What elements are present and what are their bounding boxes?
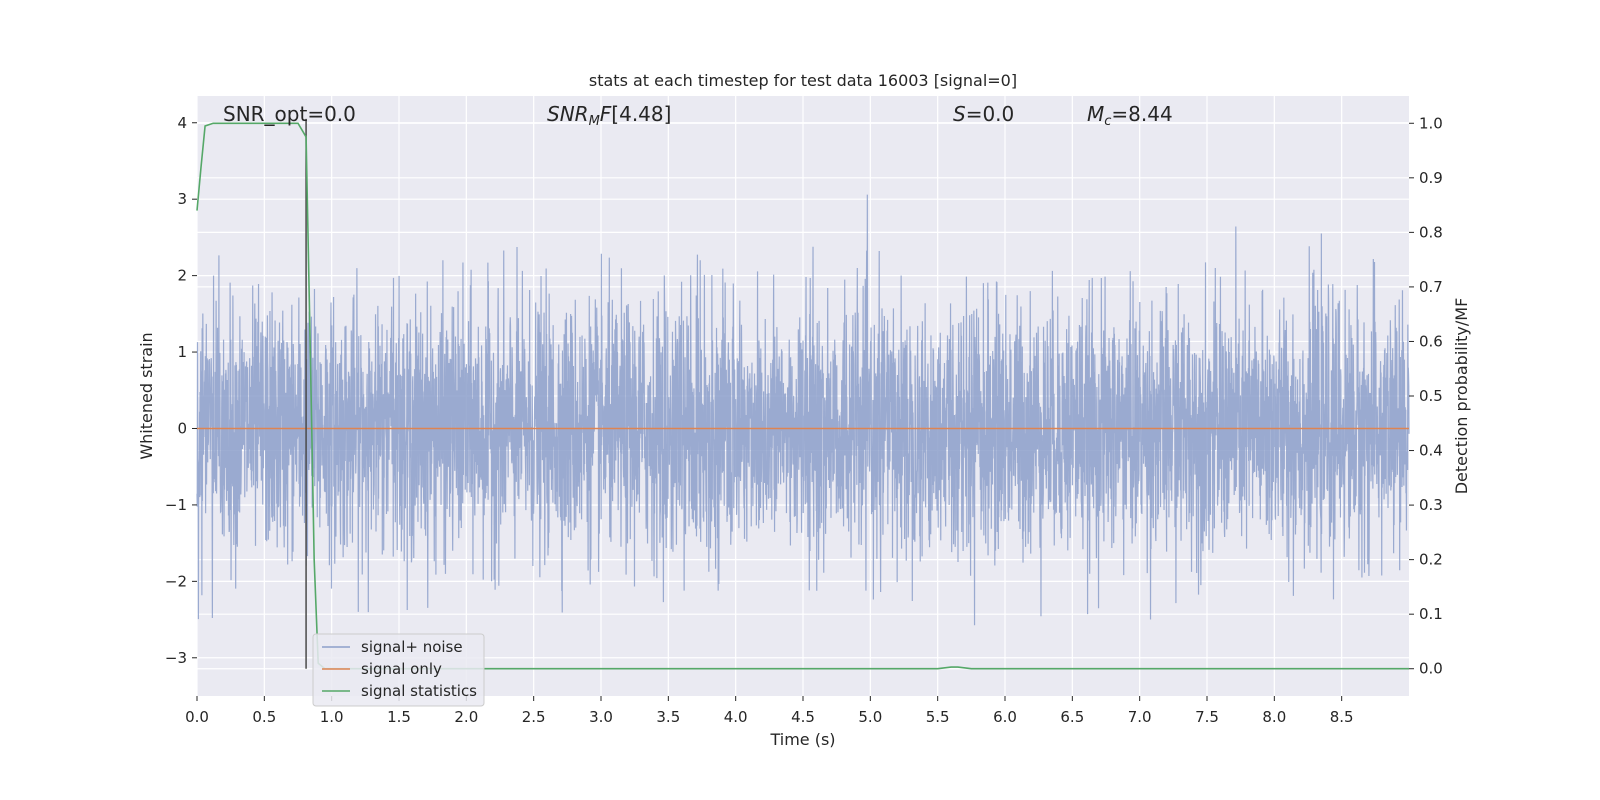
right-y-axis-label: Detection probability/MF xyxy=(1452,298,1471,495)
left-y-tick-label: −3 xyxy=(165,649,187,667)
right-y-tick-label: 0.5 xyxy=(1419,387,1443,405)
x-tick-label: 8.0 xyxy=(1262,708,1286,726)
x-tick-label: 7.5 xyxy=(1195,708,1219,726)
x-tick-label: 5.5 xyxy=(926,708,950,726)
x-axis-ticks: 0.0 0.5 1.0 1.5 2.0 2.5 3.0 3.5 4.0 4.5 5.0 5.5 6.0 6… xyxy=(185,696,1354,726)
x-tick-label: 3.5 xyxy=(656,708,680,726)
snr-opt-annotation: SNR_opt=0.0 xyxy=(223,102,356,126)
right-y-tick-label: 0.9 xyxy=(1419,169,1443,187)
mc-value: =8.44 xyxy=(1111,102,1172,126)
right-y-tick-label: 0.6 xyxy=(1419,332,1443,350)
legend: signal+ noise signal only signal statist… xyxy=(312,633,485,707)
signal-noise-series xyxy=(196,194,1410,626)
x-tick-label: 1.5 xyxy=(387,708,411,726)
left-y-axis-label: Whitened strain xyxy=(137,332,156,459)
x-tick-label: 2.5 xyxy=(522,708,546,726)
left-y-tick-label: −1 xyxy=(165,496,187,514)
mc-annotation: Mc=8.44 xyxy=(1087,102,1173,129)
x-tick-label: 1.0 xyxy=(320,708,344,726)
legend-entry-signal-noise: signal+ noise xyxy=(361,638,463,656)
left-y-tick-label: 4 xyxy=(177,114,187,132)
x-tick-label: 8.5 xyxy=(1330,708,1354,726)
x-tick-label: 6.0 xyxy=(993,708,1017,726)
x-tick-label: 0.0 xyxy=(185,708,209,726)
x-tick-label: 2.0 xyxy=(454,708,478,726)
s-value: =0.0 xyxy=(966,102,1015,126)
right-y-tick-label: 0.0 xyxy=(1419,660,1443,678)
s-annotation: S=0.0 xyxy=(953,102,1014,126)
left-y-tick-label: 0 xyxy=(177,419,187,437)
left-y-tick-label: 2 xyxy=(177,267,187,285)
legend-entry-signal-statistics: signal statistics xyxy=(361,682,477,700)
x-tick-label: 5.0 xyxy=(858,708,882,726)
left-y-tick-label: 1 xyxy=(177,343,187,361)
right-y-tick-label: 0.4 xyxy=(1419,442,1443,460)
legend-entry-signal-only: signal only xyxy=(361,660,442,678)
x-tick-label: 4.0 xyxy=(724,708,748,726)
right-y-tick-label: 0.3 xyxy=(1419,496,1443,514)
left-y-tick-label: 3 xyxy=(177,190,187,208)
x-tick-label: 4.5 xyxy=(791,708,815,726)
x-tick-label: 0.5 xyxy=(252,708,276,726)
left-y-tick-label: −2 xyxy=(165,572,187,590)
snr-mf-value: [4.48] xyxy=(611,102,671,126)
right-y-tick-label: 0.8 xyxy=(1419,223,1443,241)
right-y-tick-label: 0.1 xyxy=(1419,605,1443,623)
x-tick-label: 3.0 xyxy=(589,708,613,726)
signal-noise-line xyxy=(196,194,1410,626)
right-y-tick-label: 0.2 xyxy=(1419,551,1443,569)
x-axis-label: Time (s) xyxy=(769,730,835,749)
chart-title: stats at each timestep for test data 160… xyxy=(589,71,1017,90)
snr-mf-annotation: SNRMF[4.48] xyxy=(547,102,671,129)
right-y-tick-label: 0.7 xyxy=(1419,278,1443,296)
x-tick-label: 6.5 xyxy=(1060,708,1084,726)
left-y-axis-ticks: 4 3 2 1 0 −1 −2 −3 xyxy=(165,114,197,667)
x-tick-label: 7.0 xyxy=(1128,708,1152,726)
right-y-tick-label: 1.0 xyxy=(1419,114,1443,132)
right-y-axis-ticks: 1.0 0.9 0.8 0.7 0.6 0.5 0.4 0.3 0.2 0.1 0.0 xyxy=(1409,114,1443,678)
